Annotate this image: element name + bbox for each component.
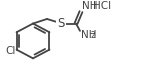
Text: NH: NH	[82, 1, 97, 11]
Text: 2: 2	[91, 31, 95, 40]
Text: S: S	[57, 17, 65, 30]
Text: NH: NH	[81, 30, 97, 40]
Text: Cl: Cl	[5, 46, 16, 56]
Text: HCl: HCl	[93, 1, 111, 11]
